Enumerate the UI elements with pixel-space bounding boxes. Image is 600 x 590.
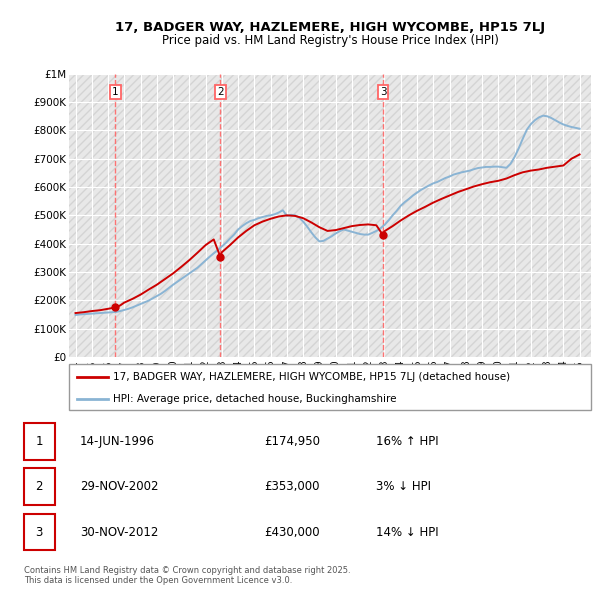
Text: 17, BADGER WAY, HAZLEMERE, HIGH WYCOMBE, HP15 7LJ (detached house): 17, BADGER WAY, HAZLEMERE, HIGH WYCOMBE,…	[113, 372, 511, 382]
FancyBboxPatch shape	[24, 468, 55, 505]
Text: 2: 2	[35, 480, 43, 493]
FancyBboxPatch shape	[24, 423, 55, 460]
Text: 17, BADGER WAY, HAZLEMERE, HIGH WYCOMBE, HP15 7LJ: 17, BADGER WAY, HAZLEMERE, HIGH WYCOMBE,…	[115, 21, 545, 34]
Text: 30-NOV-2012: 30-NOV-2012	[80, 526, 158, 539]
Text: 16% ↑ HPI: 16% ↑ HPI	[376, 435, 438, 448]
FancyBboxPatch shape	[24, 514, 55, 550]
Text: £430,000: £430,000	[264, 526, 320, 539]
Text: 14-JUN-1996: 14-JUN-1996	[80, 435, 155, 448]
Text: Contains HM Land Registry data © Crown copyright and database right 2025.
This d: Contains HM Land Registry data © Crown c…	[24, 566, 350, 585]
Text: 14% ↓ HPI: 14% ↓ HPI	[376, 526, 438, 539]
Text: 3: 3	[35, 526, 43, 539]
Text: 1: 1	[112, 87, 119, 97]
Text: £174,950: £174,950	[264, 435, 320, 448]
Text: Price paid vs. HM Land Registry's House Price Index (HPI): Price paid vs. HM Land Registry's House …	[161, 34, 499, 47]
Text: 3% ↓ HPI: 3% ↓ HPI	[376, 480, 431, 493]
Text: £353,000: £353,000	[264, 480, 319, 493]
Text: 3: 3	[380, 87, 386, 97]
Text: 1: 1	[35, 435, 43, 448]
Text: HPI: Average price, detached house, Buckinghamshire: HPI: Average price, detached house, Buck…	[113, 394, 397, 404]
Text: 29-NOV-2002: 29-NOV-2002	[80, 480, 158, 493]
Text: 2: 2	[217, 87, 224, 97]
